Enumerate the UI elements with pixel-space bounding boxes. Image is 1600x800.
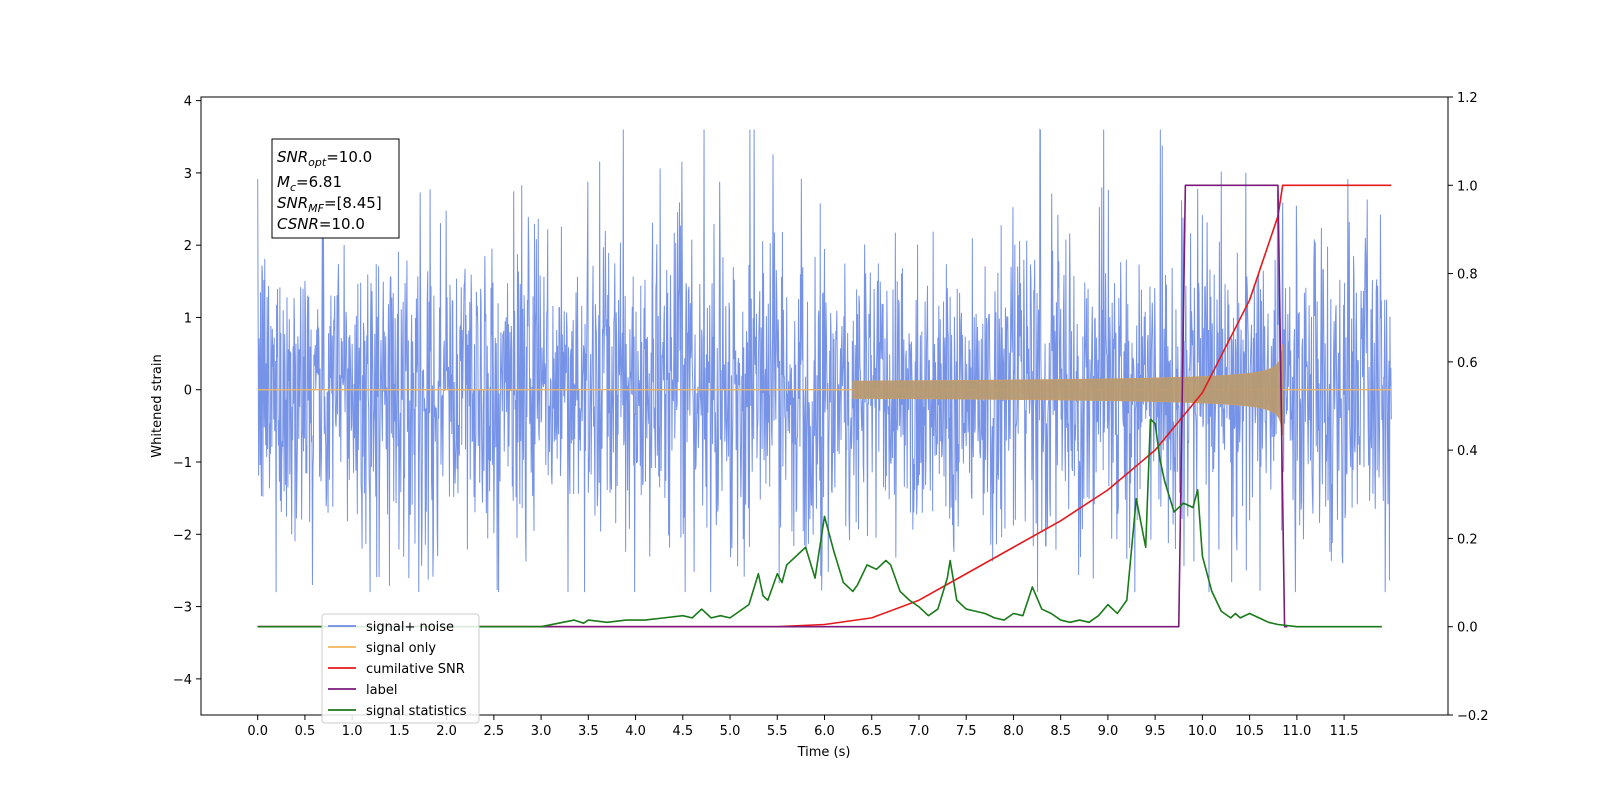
right-y-tick-label: 0.2: [1457, 532, 1478, 547]
legend: signal+ noise signal only cumilative SNR la…: [321, 613, 480, 724]
left-y-tick-label: 3: [184, 167, 192, 182]
x-tick-label: 7.0: [909, 724, 930, 739]
annotation-mc: Mc=6.81: [277, 173, 342, 194]
right-y-tick-label: 1.0: [1457, 179, 1478, 194]
legend-label: label: [366, 683, 397, 698]
legend-frame: [321, 613, 480, 724]
legend-label: cumilative SNR: [366, 662, 465, 677]
signal-statistics-line: [257, 418, 1382, 628]
x-tick-label: 2.5: [484, 724, 505, 739]
x-tick-label: 9.0: [1098, 724, 1119, 739]
x-tick-label: 5.5: [767, 724, 788, 739]
x-tick-label: 9.5: [1145, 724, 1166, 739]
x-tick-label: 3.5: [578, 724, 599, 739]
annotation-snr-opt: SNRopt=10.0: [277, 148, 372, 169]
left-y-tick-label: −1: [173, 456, 192, 471]
x-tick-label: 0.5: [295, 724, 316, 739]
right-y-tick-label: 1.2: [1457, 91, 1478, 106]
right-y-tick-label: 0.4: [1457, 444, 1478, 459]
left-y-tick-label: −2: [173, 528, 192, 543]
legend-label: signal statistics: [366, 704, 467, 719]
left-y-axis: −4 −3 −2 −1 0 1 2 3 4: [173, 95, 201, 688]
x-tick-label: 11.5: [1330, 724, 1359, 739]
x-tick-label: 6.5: [861, 724, 882, 739]
x-tick-label: 7.5: [956, 724, 977, 739]
x-tick-label: 1.5: [389, 724, 410, 739]
series-lines: [257, 184, 1392, 628]
right-y-axis: −0.2 0.0 0.2 0.4 0.6 0.8 1.0 1.2: [1448, 91, 1489, 724]
x-tick-label: 3.0: [531, 724, 552, 739]
x-tick-label: 6.0: [814, 724, 835, 739]
left-y-tick-label: 1: [184, 311, 192, 326]
signal-plus-noise-line: [257, 128, 1392, 593]
x-axis: 0.0 0.5 1.0 1.5 2.0 2.5 3.0 3.5 4.0 4.5 5.0 5.5 6.0 6…: [247, 715, 1359, 739]
x-tick-label: 5.0: [720, 724, 741, 739]
cumulative-snr-line: [257, 184, 1392, 628]
x-tick-label: 8.0: [1003, 724, 1024, 739]
plot-area: [257, 128, 1392, 628]
left-y-tick-label: 0: [184, 384, 192, 399]
right-y-tick-label: 0.6: [1457, 356, 1478, 371]
series-signal-only: [257, 344, 1392, 436]
legend-label: signal only: [366, 641, 436, 656]
annotation-box: SNRopt=10.0 Mc=6.81 SNRMF=[8.45] CSNR=10…: [271, 138, 400, 239]
x-tick-label: 0.0: [247, 724, 268, 739]
x-axis-label: Time (s): [797, 745, 851, 760]
right-y-tick-label: 0.0: [1457, 621, 1478, 636]
x-tick-label: 10.0: [1188, 724, 1217, 739]
right-y-tick-label: −0.2: [1457, 709, 1489, 724]
left-y-axis-label: Whitened strain: [150, 354, 165, 457]
left-y-tick-label: −3: [173, 601, 192, 616]
annotation-snr-mf: SNRMF=[8.45]: [277, 194, 382, 215]
x-tick-label: 10.5: [1235, 724, 1264, 739]
annotation-frame: [271, 138, 400, 239]
x-tick-label: 8.5: [1050, 724, 1071, 739]
x-tick-label: 2.0: [436, 724, 457, 739]
left-y-tick-label: 2: [184, 239, 192, 254]
x-tick-label: 11.0: [1282, 724, 1311, 739]
left-y-tick-label: −4: [173, 673, 192, 688]
left-y-tick-label: 4: [184, 95, 192, 110]
legend-label: signal+ noise: [366, 620, 454, 635]
signal-only-chirp: [852, 344, 1284, 436]
x-tick-label: 4.5: [672, 724, 693, 739]
label-line: [257, 184, 1288, 628]
x-tick-label: 4.0: [625, 724, 646, 739]
x-tick-label: 1.0: [342, 724, 363, 739]
series-signal-plus-noise: [257, 128, 1392, 593]
right-y-tick-label: 0.8: [1457, 268, 1478, 283]
annotation-csnr: CSNR=10.0: [277, 215, 365, 233]
